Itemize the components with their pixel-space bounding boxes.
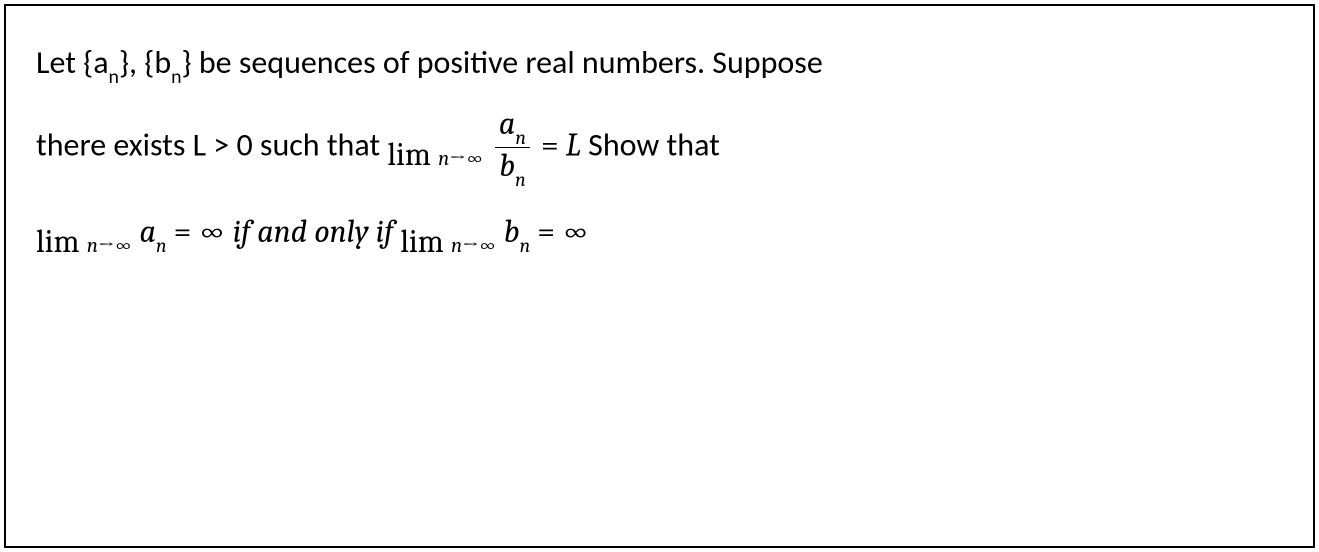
limit: lim n→∞	[400, 226, 496, 258]
numerator: an	[495, 108, 530, 147]
text: there exists L > 0 such that	[36, 125, 387, 164]
text: } be sequences of positive real numbers.…	[182, 43, 823, 82]
text: }, {b	[119, 43, 171, 82]
equals: =	[530, 213, 562, 250]
equals: =	[534, 126, 566, 163]
equals: =	[167, 213, 199, 250]
line-2: there exists L > 0 such that lim n→∞ an …	[36, 108, 1283, 187]
problem-box: Let {an}, {bn} be sequences of positive …	[4, 4, 1315, 548]
subscript-n: n	[171, 65, 181, 89]
subscript-n: n	[156, 234, 167, 257]
iff-text: if and only if	[233, 213, 401, 250]
line-3: lim n→∞ an = ∞ if and only if lim n→∞ bn…	[36, 195, 1283, 269]
subscript-n: n	[520, 234, 531, 257]
fraction: an bn	[495, 108, 530, 187]
subscript-n: n	[109, 65, 119, 89]
infinity: ∞	[198, 213, 232, 250]
lim-word: lim	[400, 223, 444, 260]
var-a: a	[140, 213, 156, 250]
lim-sub: n→∞	[438, 147, 484, 171]
var-L: L	[566, 126, 581, 163]
denominator: bn	[495, 147, 530, 187]
lim-word: lim	[36, 223, 80, 260]
var-b: b	[504, 213, 520, 250]
text: Let {a	[36, 43, 109, 82]
infinity: ∞	[562, 213, 589, 250]
lim-word: lim	[387, 136, 431, 173]
line-1: Let {an}, {bn} be sequences of positive …	[36, 26, 1283, 100]
limit: lim n→∞	[387, 139, 483, 171]
lim-sub: n→∞	[87, 234, 133, 258]
lim-sub: n→∞	[451, 234, 497, 258]
limit: lim n→∞	[36, 226, 132, 258]
page: Let {an}, {bn} be sequences of positive …	[0, 0, 1319, 552]
text: Show that	[581, 125, 720, 164]
